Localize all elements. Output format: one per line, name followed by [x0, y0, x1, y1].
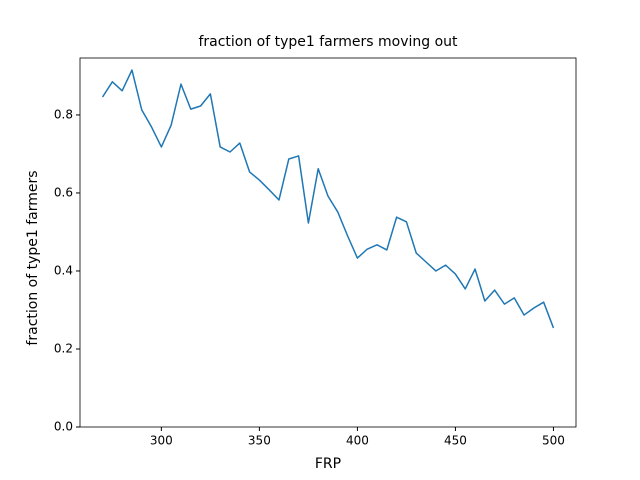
data-line	[101, 69, 555, 329]
plot-frame	[79, 57, 577, 428]
x-tick-label: 500	[542, 434, 565, 448]
x-tick-label: 450	[444, 434, 467, 448]
x-axis-label: FRP	[315, 456, 341, 472]
y-tick-label: 0.0	[54, 420, 73, 434]
y-axis-label: fraction of type1 farmers	[25, 170, 41, 345]
chart-title: fraction of type1 farmers moving out	[198, 34, 458, 50]
y-tick-label: 0.4	[54, 263, 73, 277]
y-tick-label: 0.8	[54, 107, 73, 121]
x-tick-label: 350	[248, 434, 271, 448]
x-tick-label: 400	[346, 434, 369, 448]
y-tick-label: 0.6	[54, 185, 73, 199]
y-tick-label: 0.2	[54, 341, 73, 355]
x-tick-label: 300	[150, 434, 173, 448]
